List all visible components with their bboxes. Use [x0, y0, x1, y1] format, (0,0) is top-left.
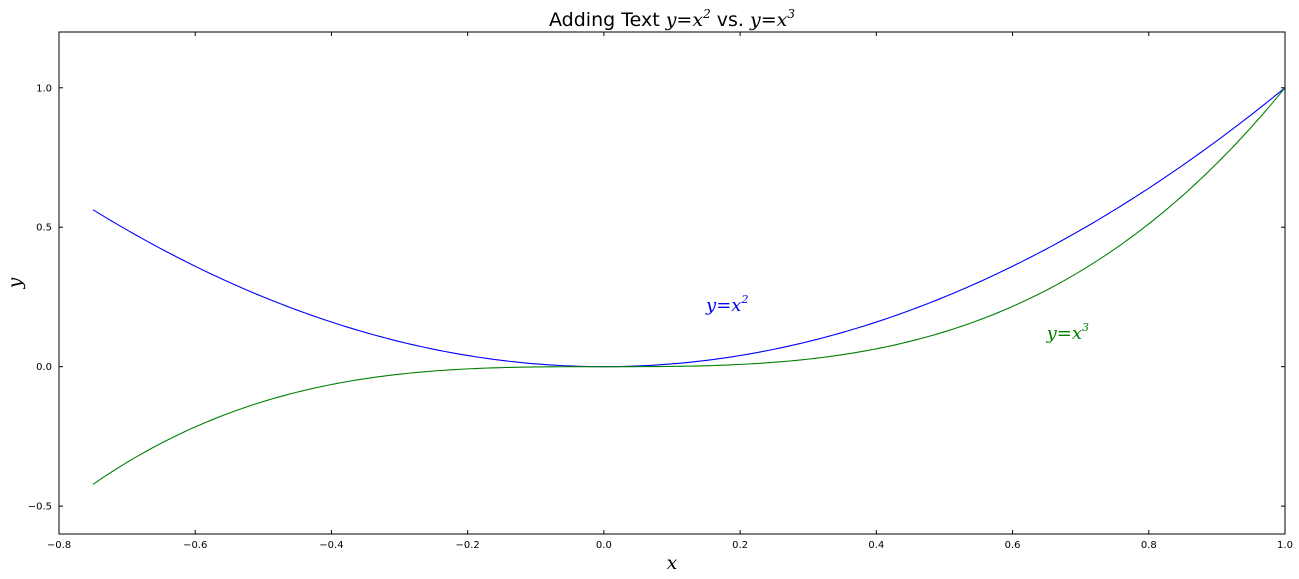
- x-tick-label: 1.0: [1277, 540, 1293, 551]
- x-tick-label: −0.2: [456, 540, 480, 551]
- y-axis-label: y: [4, 277, 26, 289]
- x-axis-label: x: [667, 552, 678, 574]
- annotation-layer: y=x2 y=x3: [705, 293, 1089, 344]
- plot-frame: [58, 31, 1286, 535]
- y-tick-label: 1.0: [36, 83, 52, 94]
- x-tick-label: 0.6: [1005, 540, 1021, 551]
- y-tick-label: 0.5: [36, 223, 52, 234]
- y-tick-label: 0.0: [36, 362, 52, 373]
- x-tick-label: −0.6: [183, 540, 207, 551]
- x-tick-label: −0.8: [47, 540, 71, 551]
- chart-title: Adding Text y=x2 vs. y=x3: [549, 7, 795, 31]
- x-tick-label: 0.4: [868, 540, 884, 551]
- series-annotation: y=x2: [705, 293, 748, 316]
- chart-title-sep: vs.: [711, 9, 750, 31]
- chart-title-eq1: y=x: [665, 9, 704, 31]
- y-tick-label: −0.5: [28, 502, 52, 513]
- x-tick-label: 0.2: [732, 540, 748, 551]
- series-line-x3: [92, 87, 1286, 485]
- x-tick-label: −0.4: [319, 540, 343, 551]
- tick-layer: −0.8 −0.6 −0.4 −0.2 0.0 0.2 0.4 0.6 0.8 1.0 −0.5 0.…: [28, 32, 1293, 551]
- chart-title-eq2-exp: 3: [787, 7, 795, 21]
- chart-title-prefix: Adding Text: [549, 9, 666, 31]
- series-annotation: y=x3: [1046, 321, 1089, 344]
- x-tick-label: 0.0: [596, 540, 612, 551]
- series-line-x2: [92, 87, 1286, 368]
- series-layer: [92, 87, 1286, 485]
- x-tick-label: 0.8: [1141, 540, 1157, 551]
- chart-title-eq2: y=x: [749, 9, 788, 31]
- chart-title-eq1-exp: 2: [702, 7, 711, 21]
